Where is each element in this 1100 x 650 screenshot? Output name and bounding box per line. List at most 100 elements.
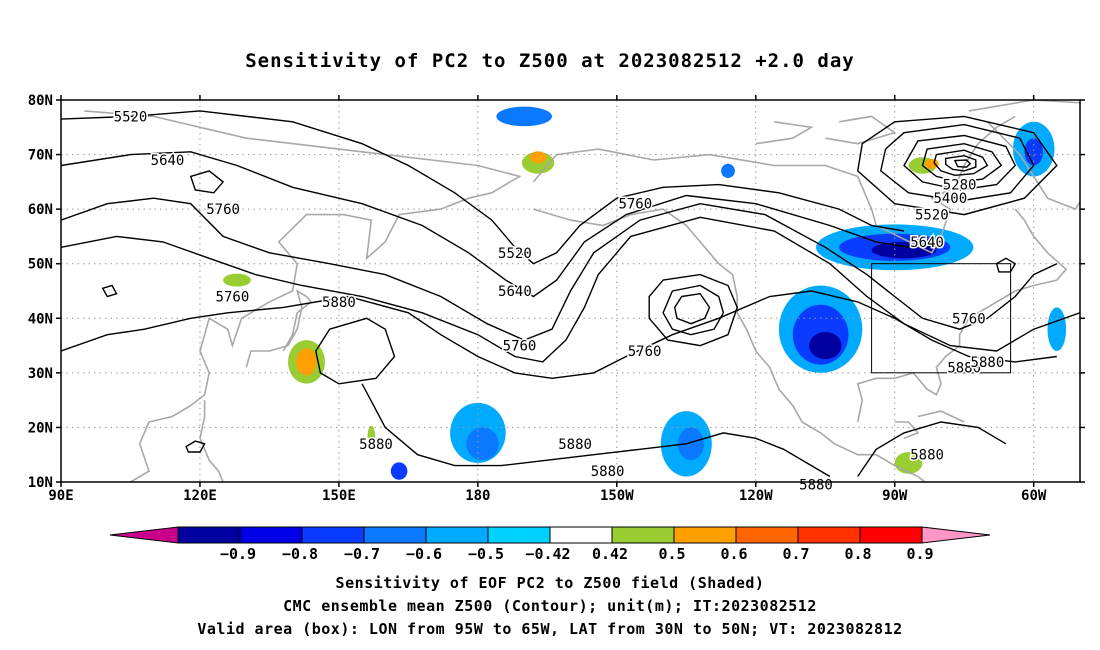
contour-label: 5880 xyxy=(322,295,356,311)
contour-label: 5760 xyxy=(503,339,537,355)
lat-tick-label: 60N xyxy=(28,202,53,218)
contour-label: 5760 xyxy=(952,311,986,327)
closed-contour xyxy=(933,149,989,177)
shade-patch xyxy=(1024,138,1043,166)
colorbar-label: 0.42 xyxy=(592,545,628,563)
valid-area-rect xyxy=(871,263,1012,374)
lat-tick-label: 30N xyxy=(28,366,53,382)
colorbar-label: −0.6 xyxy=(406,545,442,563)
map-frame xyxy=(60,99,1081,483)
contour-line xyxy=(61,290,1057,380)
valid-area-box xyxy=(871,263,1012,374)
shade-patch xyxy=(871,241,937,259)
colorbar-label: −0.5 xyxy=(468,545,504,563)
contour-line xyxy=(361,383,831,478)
closed-contour xyxy=(945,154,977,172)
shade-patch xyxy=(721,163,735,178)
lat-tick-label: 40N xyxy=(28,311,53,327)
colorbar-box xyxy=(301,526,365,544)
lat-tick-label: 20N xyxy=(28,420,53,436)
lat-tick-label: 70N xyxy=(28,148,53,164)
closed-contour xyxy=(673,292,711,325)
contour-label: 5640 xyxy=(151,153,185,169)
closed-contour xyxy=(903,134,1017,191)
colorbar-label: −0.8 xyxy=(282,545,318,563)
shade-patch xyxy=(924,158,939,169)
colorbar: −0.9 −0.8 −0.7 −0.6 −0.5 −0.42 0.42 0.5 0.6 0.7 0.… xyxy=(109,526,991,563)
lon-tick-label: 60W xyxy=(1021,488,1047,504)
colorbar-box xyxy=(673,526,737,544)
colorbar-label: 0.9 xyxy=(906,545,933,563)
contour-line xyxy=(857,421,1007,477)
colorbar-label: −0.42 xyxy=(525,545,570,563)
closed-contour xyxy=(995,257,1017,273)
colorbar-box xyxy=(425,526,489,544)
shade-patch xyxy=(496,106,552,127)
shade-patch xyxy=(677,427,704,461)
colorbar-box xyxy=(239,526,303,544)
caption-shading: Sensitivity of EOF PC2 to Z500 field (Sh… xyxy=(335,574,765,592)
contour-line xyxy=(61,151,909,298)
colorbar-label: 0.6 xyxy=(720,545,747,563)
colorbar-box xyxy=(549,526,613,544)
coastline xyxy=(894,421,920,440)
colorbar-box xyxy=(859,526,923,544)
contour-label: 5280 xyxy=(943,178,977,194)
contour-label: 5880 xyxy=(558,437,592,453)
coastline xyxy=(968,100,1080,211)
lon-tick-label: 120E xyxy=(183,488,217,504)
contour-label: 5880 xyxy=(947,360,981,376)
contour-label: 5760 xyxy=(618,197,652,213)
coastline xyxy=(532,115,1016,254)
contour-label: 5760 xyxy=(216,290,250,306)
contour-label: 5520 xyxy=(498,246,532,262)
closed-contour xyxy=(662,284,725,336)
closed-contour xyxy=(921,142,1003,183)
contour-label: 5760 xyxy=(628,344,662,360)
shade-patch xyxy=(466,427,499,461)
colorbar-label: 0.5 xyxy=(658,545,685,563)
closed-contour xyxy=(953,159,972,168)
colorbar-box xyxy=(363,526,427,544)
colorbar-label: 0.8 xyxy=(844,545,871,563)
coastline xyxy=(245,289,313,368)
lon-tick-label: 150W xyxy=(600,488,634,504)
z500-contours xyxy=(61,110,1080,478)
contour-label: 5880 xyxy=(971,355,1005,371)
colorbar-box xyxy=(797,526,861,544)
lat-tick-label: 50N xyxy=(28,257,53,273)
closed-contour xyxy=(189,170,225,194)
shade-patch xyxy=(367,425,375,446)
colorbar-lower-extend xyxy=(109,526,179,544)
lon-tick-label: 180 xyxy=(465,488,490,504)
contour-label: 5640 xyxy=(498,284,532,300)
contour-label: 5880 xyxy=(359,437,393,453)
colorbar-label: −0.7 xyxy=(344,545,380,563)
shade-patch xyxy=(223,273,251,287)
lon-tick-label: 90E xyxy=(48,488,73,504)
colorbar-box xyxy=(735,526,799,544)
coastline xyxy=(533,208,927,482)
closed-contour xyxy=(101,284,118,298)
closed-contour xyxy=(185,440,206,453)
closed-contour xyxy=(856,115,1058,216)
sensitivity-shading xyxy=(223,106,1067,480)
shade-patch xyxy=(390,462,408,480)
coastline xyxy=(755,121,814,145)
contour-line xyxy=(61,216,1080,363)
contour-label: 5880 xyxy=(591,464,625,480)
caption-valid-area: Valid area (box): LON from 95W to 65W, L… xyxy=(197,620,903,638)
coastline xyxy=(199,400,224,482)
lon-tick-label: 90W xyxy=(882,488,908,504)
closed-contour xyxy=(315,317,396,385)
shade-patch xyxy=(529,151,547,164)
closed-contour xyxy=(648,273,738,347)
lon-tick-label: 120W xyxy=(739,488,773,504)
shade-patch xyxy=(809,332,842,360)
colorbar-label: −0.9 xyxy=(220,545,256,563)
shade-patch xyxy=(1047,307,1067,352)
coastline xyxy=(856,208,1068,423)
